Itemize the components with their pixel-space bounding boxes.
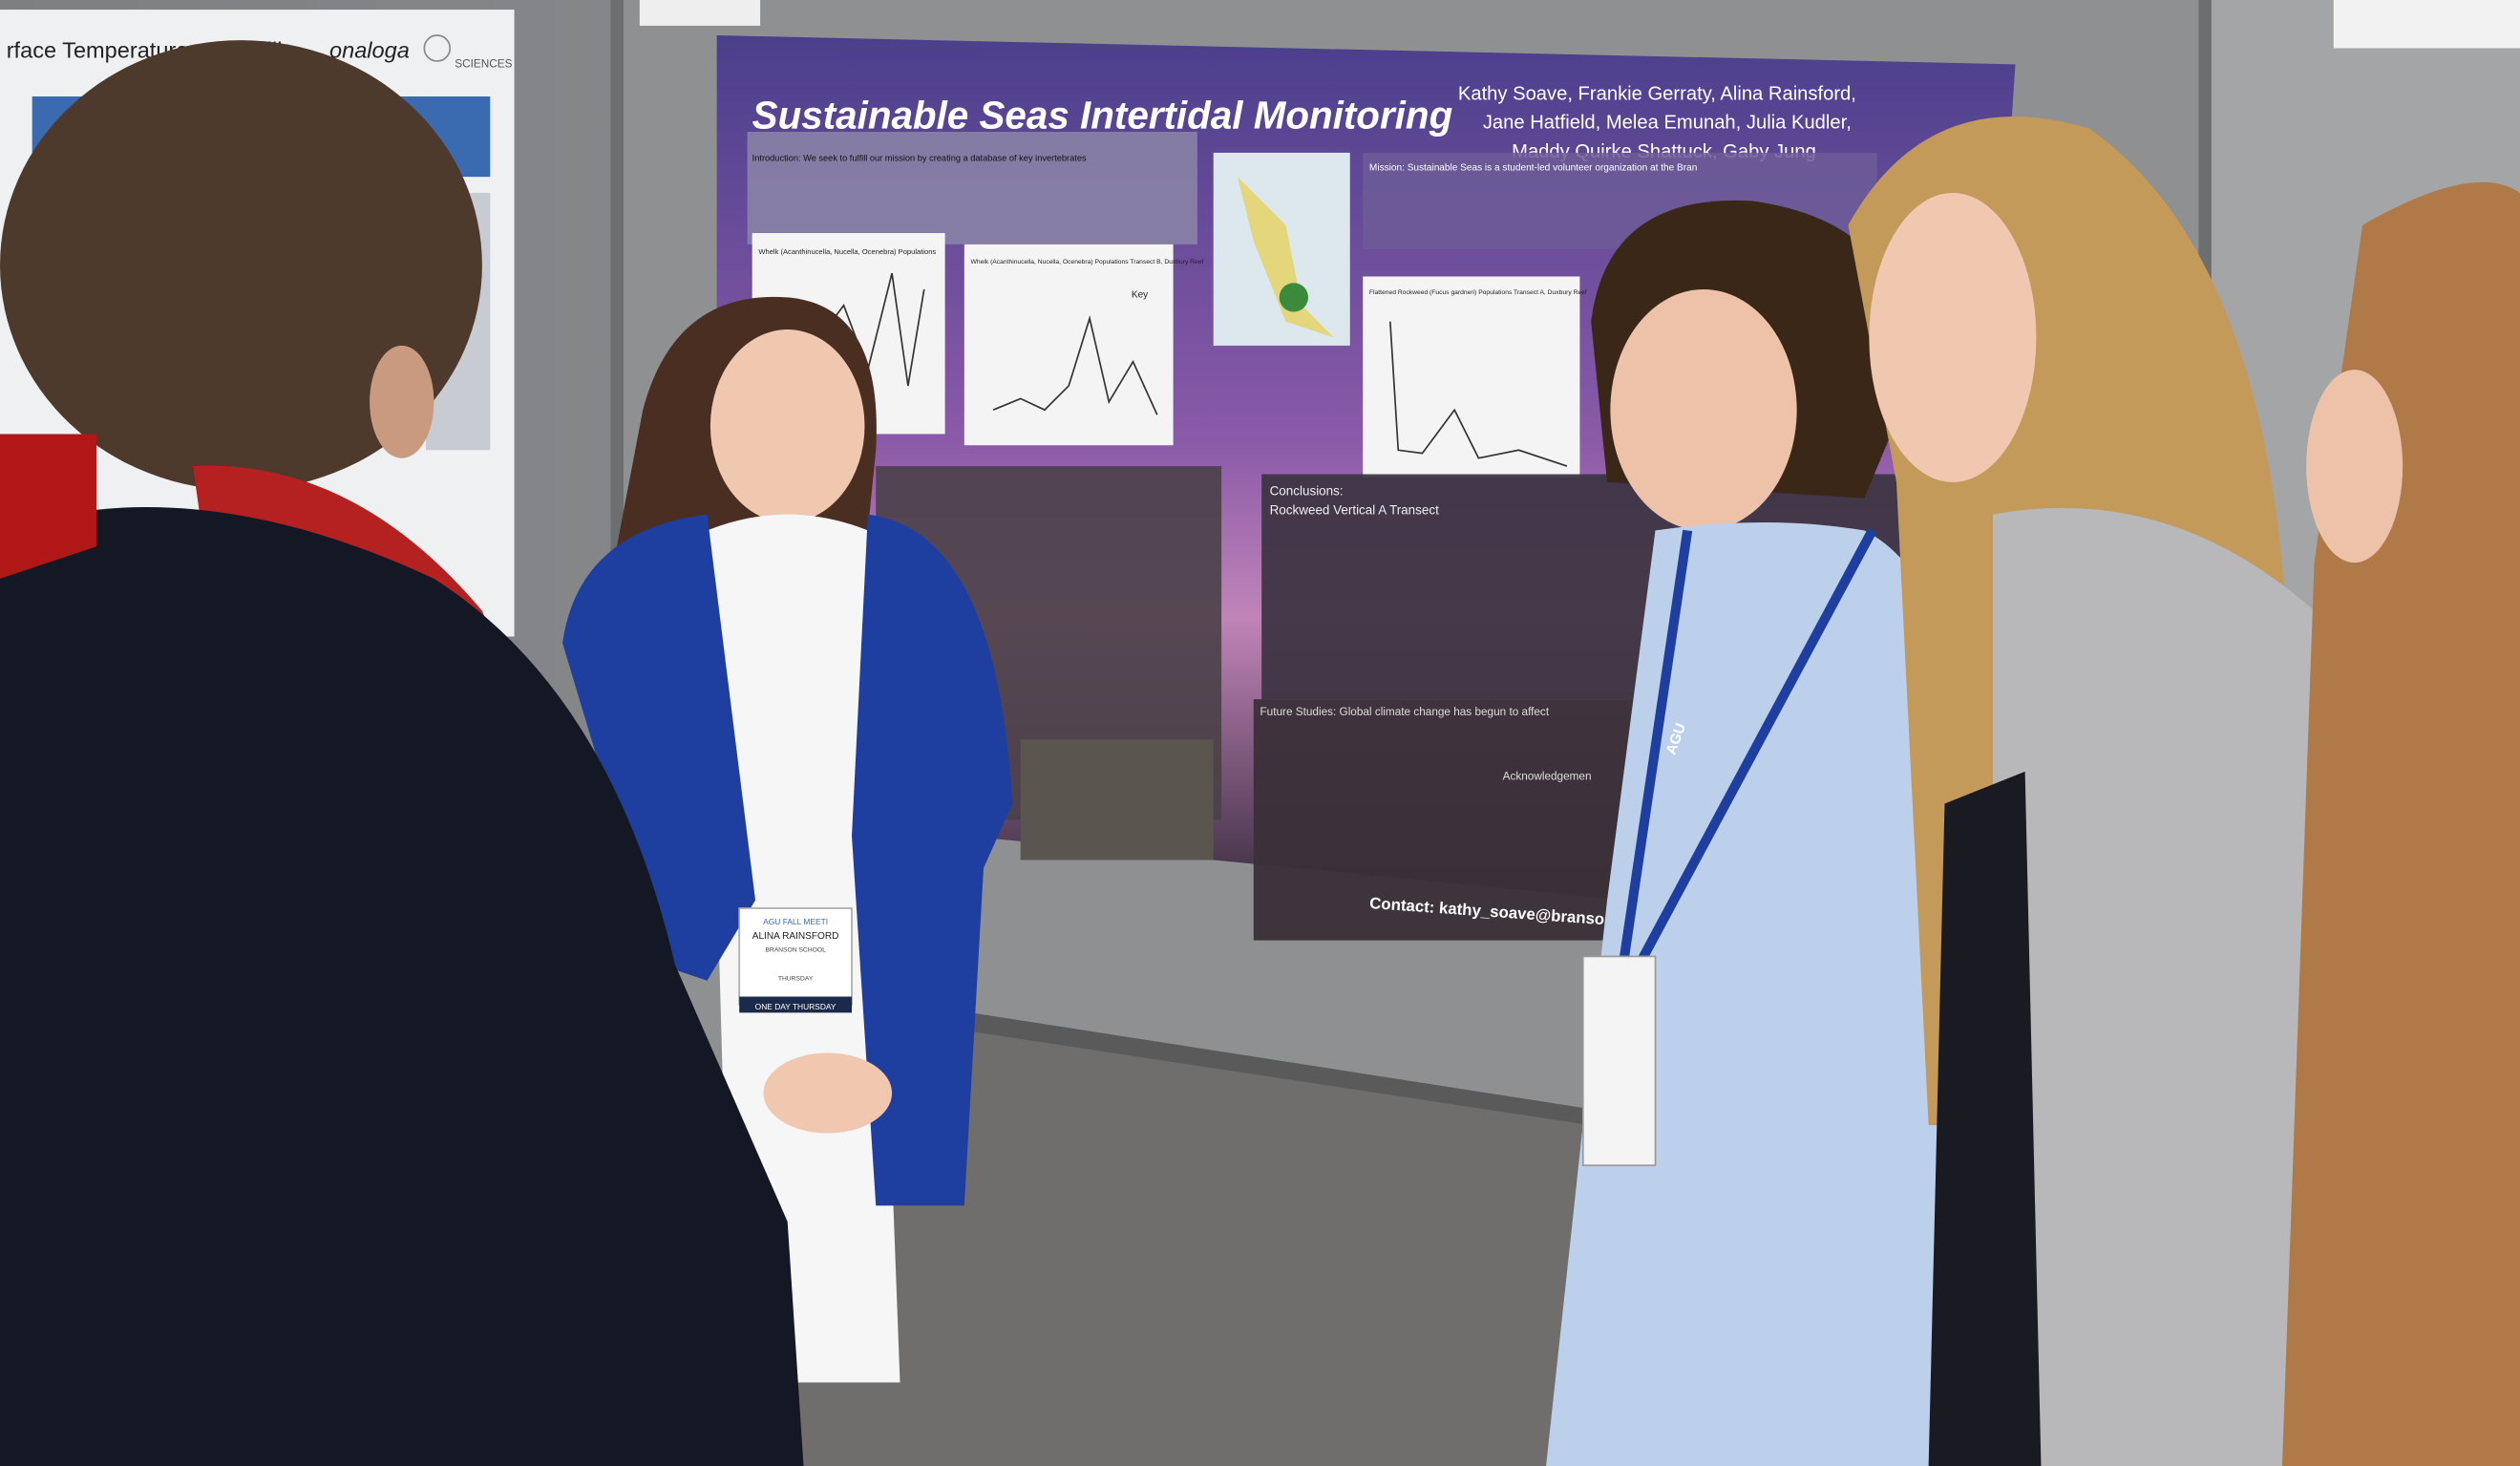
shape [0,506,804,1466]
conclusions-subtitle: Rockweed Vertical A Transect [1270,503,1439,518]
right-girl [2281,181,2520,1466]
conclusions-heading: Conclusions: [1270,483,1344,498]
intro-text: Introduction: We seek to fulfill our mis… [752,153,1087,162]
shape [992,315,1158,415]
badge-banner: ONE DAY THURSDAY [755,1002,836,1011]
ack-heading: Acknowledgemen [1503,770,1592,782]
shape [852,514,1013,1206]
left-poster-species: onaloga [329,38,410,63]
shape [867,996,1592,1126]
shape [1237,177,1334,338]
shape [739,996,853,1013]
logo-icon [423,34,452,62]
poster-authors: Kathy Soave, Frankie Gerraty, Alina Rain… [1458,83,1856,104]
mission-text: Mission: Sustainable Seas is a student-l… [1369,162,1697,173]
shape [2333,0,2520,49]
shape [0,40,482,491]
badge-event: AGU FALL MEETI [763,917,828,926]
shape [1928,771,2042,1466]
shape [1869,192,2037,482]
shape [1253,699,1640,941]
shape [1020,739,1214,860]
chart-title: Whelk (Acanthinucella, Nucella, Ocenebra… [971,259,1204,266]
poster-title: Sustainable Seas Intertidal Monitoring [752,94,1453,138]
shape [0,434,96,579]
blonde-girl [1848,117,2379,1466]
shape [709,329,865,523]
badge-name: ALINA RAINSFORD [752,931,839,942]
shape [1960,507,2379,1466]
badge-day: THURSDAY [778,976,814,983]
shape [1610,288,1797,531]
shape [1581,955,1657,1167]
badge-school: BRANSON SCHOOL [765,946,826,953]
shape [1279,283,1308,312]
shape [562,514,756,981]
shape [2306,370,2404,563]
chart-panel [1363,276,1580,478]
shape [370,345,434,458]
chart-panel [964,244,1174,446]
shape [763,1052,893,1134]
woman-foreground [0,40,804,1466]
shape [1635,528,1877,967]
shape [639,0,761,26]
chart-key: Key [1132,289,1149,300]
chart-title: Flattened Rockweed (Fucus gardneri) Popu… [1369,289,1587,296]
shape [1388,321,1568,467]
future-text: Future Studies: Global climate change ha… [1260,706,1550,718]
poster-authors: Jane Hatfield, Melea Emunah, Julia Kudle… [1483,113,1852,134]
intro-box [747,132,1197,244]
shape [1618,529,1693,966]
chart-title: Whelk (Acanthinucella, Nucella, Ocenebra… [758,247,936,256]
boy: AGU [1546,200,1969,1466]
left-poster-logo: SCIENCES [455,58,512,71]
